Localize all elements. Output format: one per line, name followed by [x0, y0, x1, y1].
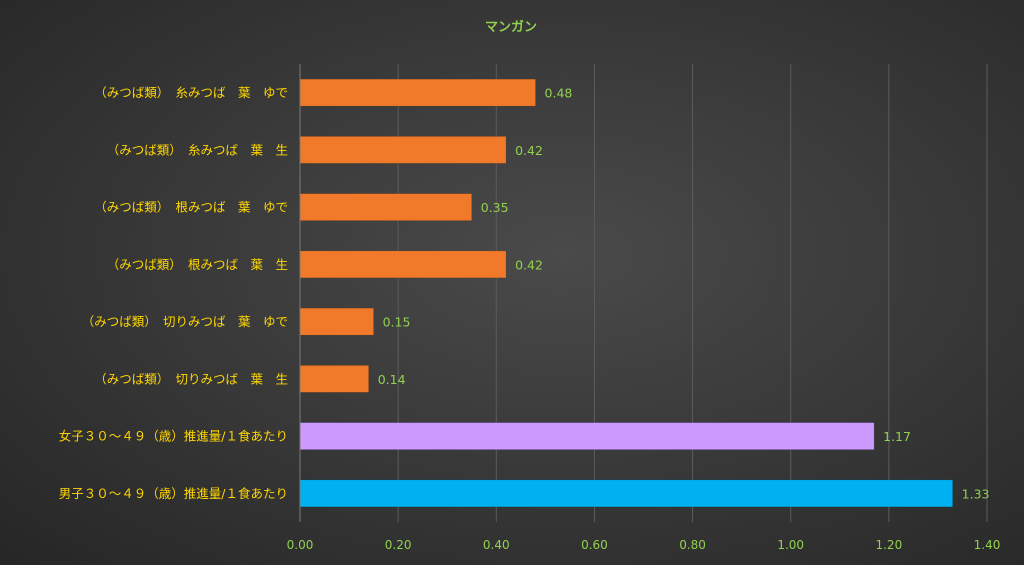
- bar: [299, 479, 953, 508]
- data-label: 1.33: [962, 486, 990, 501]
- category-label: 女子３０～４９（歳）推進量/１食あたり: [59, 429, 288, 444]
- category-label: （みつば類） 根みつば 葉 ゆで: [94, 200, 288, 215]
- x-tick-label: 0.00: [287, 538, 314, 552]
- data-labels: 0.48 0.42 0.35 0.42 0.15 0.14 1.17 1.33: [378, 86, 990, 502]
- bar: [299, 250, 507, 279]
- category-label: （みつば類） 糸みつば 葉 生: [107, 142, 288, 157]
- data-label: 1.17: [883, 429, 911, 444]
- data-label: 0.14: [378, 372, 406, 387]
- category-label: （みつば類） 糸みつば 葉 ゆで: [94, 85, 288, 100]
- gridlines: [397, 64, 988, 522]
- x-tick-label: 1.40: [974, 538, 1001, 552]
- category-label: （みつば類） 切りみつば 葉 生: [94, 371, 288, 386]
- data-label: 0.42: [515, 257, 543, 272]
- data-label: 0.42: [515, 143, 543, 158]
- x-tick-label: 0.40: [483, 538, 510, 552]
- bars: [299, 78, 953, 508]
- x-tick-label: 0.80: [679, 538, 706, 552]
- x-tick-label: 1.00: [777, 538, 804, 552]
- x-tick-label: 0.20: [385, 538, 412, 552]
- bar: [299, 78, 536, 107]
- bar: [299, 307, 374, 336]
- data-label: 0.15: [383, 315, 411, 330]
- category-label: （みつば類） 根みつば 葉 生: [107, 257, 288, 272]
- category-label: 男子３０～４９（歳）推進量/１食あたり: [59, 486, 288, 501]
- chart-title: マンガン: [485, 20, 537, 35]
- bar: [299, 422, 875, 450]
- x-tick-labels: 0.00 0.20 0.40 0.60 0.80 1.00 1.20 1.40: [287, 538, 1001, 552]
- data-label: 0.35: [481, 200, 509, 215]
- x-tick-label: 1.20: [875, 538, 902, 552]
- category-label: （みつば類） 切りみつば 葉 ゆで: [82, 314, 288, 329]
- category-labels: （みつば類） 糸みつば 葉 ゆで （みつば類） 糸みつば 葉 生 （みつば類） 根み…: [59, 85, 288, 501]
- data-label: 0.48: [545, 86, 573, 101]
- x-tick-label: 0.60: [581, 538, 608, 552]
- bar: [299, 136, 507, 164]
- bar: [299, 193, 472, 221]
- bar: [299, 365, 369, 393]
